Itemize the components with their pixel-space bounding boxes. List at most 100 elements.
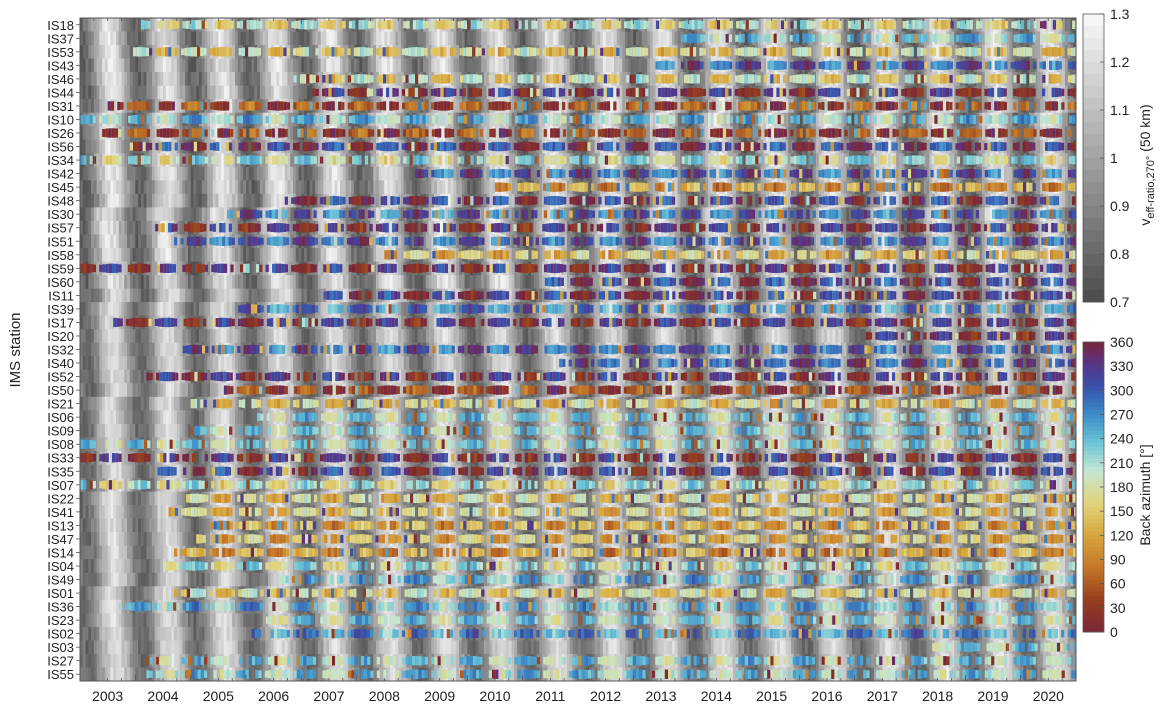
ratio-cell: [160, 32, 163, 46]
ratio-cell: [406, 32, 409, 46]
ratio-cell: [611, 32, 614, 46]
ratio-cell: [177, 59, 180, 73]
ratio-cell: [567, 32, 570, 46]
ratio-cell: [263, 45, 266, 59]
ratio-cell: [169, 72, 172, 86]
ratio-cell: [1007, 45, 1010, 59]
ratio-cell: [207, 32, 210, 46]
ratio-cell: [462, 59, 465, 73]
ratio-cell: [108, 72, 111, 86]
ratio-cell: [528, 18, 531, 32]
ratio-cell: [633, 59, 636, 73]
ratio-cell: [451, 32, 454, 46]
ratio-cell: [105, 72, 108, 86]
ratio-cell: [94, 32, 97, 46]
ratio-cell: [520, 32, 523, 46]
ratio-cell: [484, 59, 487, 73]
ratio-cell: [83, 45, 86, 59]
ratio-cell: [517, 59, 520, 73]
ratio-cell: [321, 59, 324, 73]
ratio-cell: [899, 18, 902, 32]
ratio-cell: [326, 59, 329, 73]
ratio-cell: [625, 32, 628, 46]
ratio-cell: [982, 32, 985, 46]
ratio-cell: [249, 59, 252, 73]
ratio-cell: [423, 59, 426, 73]
ratio-cell: [157, 72, 160, 86]
ratio-cell: [672, 32, 675, 46]
ratio-cell: [235, 59, 238, 73]
ratio-cell: [221, 59, 224, 73]
ratio-cell: [603, 59, 606, 73]
ratio-cell: [257, 72, 260, 86]
ratio-cell: [293, 32, 296, 46]
ratio-cell: [155, 72, 158, 86]
ratio-cell: [310, 59, 313, 73]
ratio-cell: [467, 32, 470, 46]
ratio-cell: [221, 32, 224, 46]
ratio-cell: [484, 72, 487, 86]
ratio-cell: [180, 32, 183, 46]
ratio-cell: [318, 32, 321, 46]
ratio-cell: [163, 32, 166, 46]
ratio-cell: [600, 32, 603, 46]
ratio-cell: [927, 18, 930, 32]
ratio-cell: [454, 72, 457, 86]
ratio-cell: [581, 32, 584, 46]
ratio-cell: [127, 32, 130, 46]
ratio-cell: [467, 59, 470, 73]
ratio-cell: [1065, 18, 1068, 32]
ratio-cell: [631, 32, 634, 46]
ratio-cell: [83, 72, 86, 86]
ratio-cell: [323, 32, 326, 46]
ratio-cell: [177, 32, 180, 46]
ratio-cell: [180, 18, 183, 32]
ratio-cell: [434, 59, 437, 73]
ratio-cell: [844, 18, 847, 32]
ratio-cell: [636, 32, 639, 46]
ratio-cell: [1068, 18, 1071, 32]
ratio-cell: [816, 18, 819, 32]
ratio-cell: [235, 72, 238, 86]
ratio-cell: [182, 32, 185, 46]
ratio-cell: [470, 59, 473, 73]
ratio-cell: [473, 32, 476, 46]
ratio-cell: [207, 59, 210, 73]
ratio-cell: [279, 32, 282, 46]
ratio-cell: [445, 32, 448, 46]
ratio-cell: [899, 72, 902, 86]
ratio-cell: [431, 59, 434, 73]
ratio-cell: [119, 45, 122, 59]
ratio-cell: [1046, 59, 1049, 73]
ratio-cell: [249, 32, 252, 46]
ratio-cell: [227, 59, 230, 73]
ratio-cell: [232, 72, 235, 86]
ratio-cell: [285, 32, 288, 46]
ratio-cell: [88, 59, 91, 73]
ratio-cell: [393, 59, 396, 73]
ratio-cell: [133, 72, 136, 86]
ratio-cell: [586, 59, 589, 73]
ratio-cell: [816, 59, 819, 73]
ratio-cell: [94, 45, 97, 59]
ratio-cell: [221, 72, 224, 86]
ratio-cell: [542, 32, 545, 46]
ratio-cell: [420, 59, 423, 73]
ratio-cell: [564, 59, 567, 73]
ratio-cell: [658, 32, 661, 46]
ratio-cell: [548, 59, 551, 73]
ratio-cell: [611, 18, 614, 32]
ratio-cell: [357, 59, 360, 73]
ratio-cell: [664, 32, 667, 46]
ratio-cell: [119, 72, 122, 86]
ratio-cell: [315, 59, 318, 73]
ratio-cell: [185, 72, 188, 86]
ratio-cell: [205, 72, 208, 86]
ratio-cell: [130, 32, 133, 46]
ratio-cell: [282, 59, 285, 73]
ratio-cell: [138, 59, 141, 73]
ratio-cell: [387, 32, 390, 46]
ratio-cell: [130, 18, 133, 32]
ratio-cell: [539, 45, 542, 59]
ratio-cell: [487, 32, 490, 46]
